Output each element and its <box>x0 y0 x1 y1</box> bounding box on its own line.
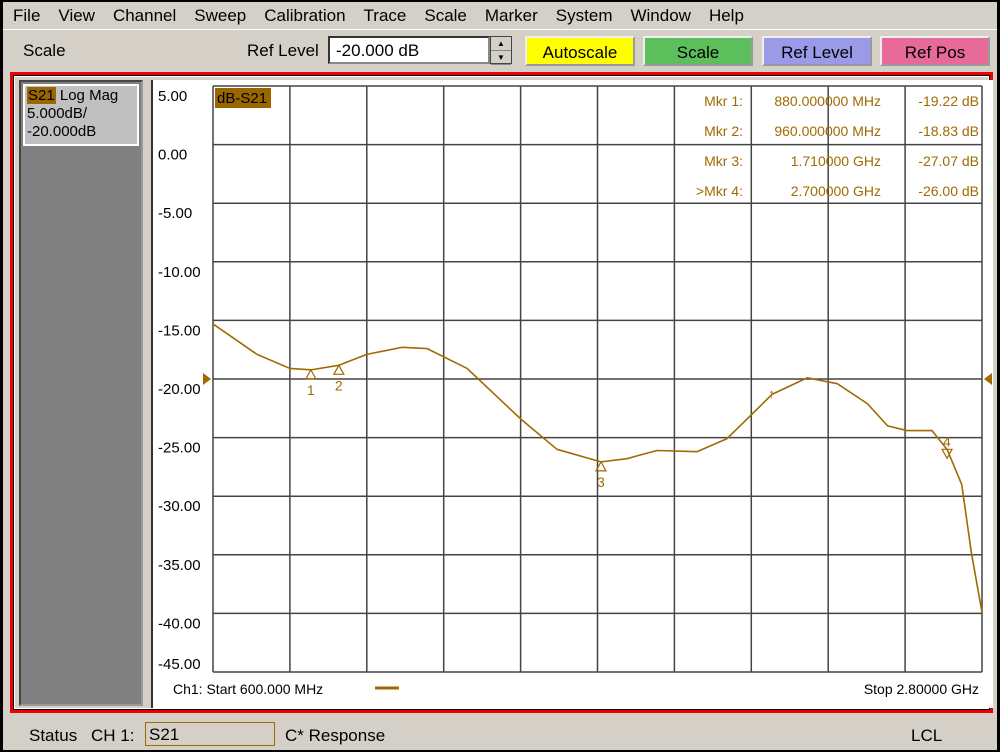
marker-readout-response: -19.22 dB <box>918 93 979 109</box>
status-mode: LCL <box>911 726 943 745</box>
marker-readout-stimulus: 880.000000 MHz <box>774 93 881 109</box>
menu-window[interactable]: Window <box>630 5 691 25</box>
channel-window: S21 Log Mag 5.000dB/ -20.000dB 5.00 0.00 -… <box>10 72 993 713</box>
marker-readout-label: >Mkr 4: <box>696 183 743 199</box>
status-param: S21 <box>145 722 275 746</box>
ref-level-label: Ref Level <box>247 41 319 60</box>
marker-readout-label: Mkr 2: <box>704 123 743 139</box>
sweep-start: Ch1: Start 600.000 MHz <box>173 681 323 697</box>
s21-trace <box>212 323 983 613</box>
sweep-stop: Stop 2.80000 GHz <box>864 681 979 697</box>
marker-triangle-icon <box>332 364 345 375</box>
menu-marker[interactable]: Marker <box>484 5 538 25</box>
ref-level-input[interactable]: -20.000 dB <box>328 36 490 64</box>
y-tick-label: -25.00 <box>158 440 201 457</box>
y-tick-label: -10.00 <box>158 264 201 281</box>
scale-button[interactable]: Scale <box>643 36 753 66</box>
autoscale-button[interactable]: Autoscale <box>525 36 635 66</box>
marker-readout-stimulus: 960.000000 MHz <box>774 123 881 139</box>
menu-sweep[interactable]: Sweep <box>194 5 247 25</box>
y-tick-label: 0.00 <box>158 147 187 164</box>
spin-down-icon[interactable]: ▼ <box>491 51 511 65</box>
y-tick-label: -30.00 <box>158 498 201 515</box>
trace-format: Log Mag <box>59 87 119 104</box>
ref-level-arrow-left-icon <box>203 373 211 385</box>
y-tick-label: -20.00 <box>158 381 201 398</box>
y-tick-label: -35.00 <box>158 557 201 574</box>
menu-calibration[interactable]: Calibration <box>264 5 346 25</box>
marker-triangle-icon <box>304 368 317 380</box>
menu-view[interactable]: View <box>58 5 95 25</box>
marker-readout-label: Mkr 1: <box>704 93 743 109</box>
marker-number: 2 <box>335 377 343 393</box>
marker-readout-response: -18.83 dB <box>918 123 979 139</box>
menu-trace[interactable]: Trace <box>363 5 407 25</box>
y-tick-label: -15.00 <box>158 322 201 339</box>
marker-triangle-icon <box>594 460 608 472</box>
y-tick-label: -40.00 <box>158 615 201 632</box>
menu-file[interactable]: File <box>13 5 41 25</box>
ref-pos-button[interactable]: Ref Pos <box>880 36 990 66</box>
marker-readout-response: -26.00 dB <box>918 183 979 199</box>
plot-area[interactable]: 5.00 0.00 -5.00 -10.00 -15.00 -20.00 -25.00 -30… <box>151 80 993 708</box>
marker-readout-stimulus: 1.710000 GHz <box>791 153 881 169</box>
menu-channel[interactable]: Channel <box>112 5 177 25</box>
y-tick-label: -45.00 <box>158 656 201 673</box>
marker-number: 1 <box>307 382 315 398</box>
marker-readout-stimulus: 2.700000 GHz <box>791 183 881 199</box>
s21-chart[interactable]: 5.00 0.00 -5.00 -10.00 -15.00 -20.00 -25.00 -30… <box>153 80 995 708</box>
marker-number: 3 <box>597 474 605 490</box>
ref-level-arrow-right-icon <box>984 373 992 385</box>
y-tick-label: -5.00 <box>158 205 192 222</box>
marker-triangle-icon <box>941 448 954 460</box>
trace-label: dB-S21 <box>217 90 267 107</box>
ref-level-spinner[interactable]: ▲ ▼ <box>490 36 512 65</box>
trace-scale: 5.000dB/ <box>27 105 88 122</box>
network-analyzer-window: File View Channel Sweep Calibration Trace Scal… <box>3 2 997 750</box>
marker-readout-label: Mkr 3: <box>704 153 743 169</box>
ref-level-button[interactable]: Ref Level <box>762 36 872 66</box>
cursor-arrow-icon: ↑ <box>768 386 775 401</box>
toolbar: Scale Ref Level -20.000 dB ▲ ▼ Autoscale … <box>3 32 997 70</box>
marker-number: 4 <box>943 433 951 449</box>
spin-up-icon[interactable]: ▲ <box>491 37 511 51</box>
menu-help[interactable]: Help <box>708 5 744 25</box>
trace-info[interactable]: S21 Log Mag 5.000dB/ -20.000dB <box>23 84 139 146</box>
status-label: Status <box>29 726 78 745</box>
menu-bar: File View Channel Sweep Calibration Trace Scal… <box>3 2 997 30</box>
marker-readout-response: -27.07 dB <box>918 153 979 169</box>
menu-system[interactable]: System <box>555 5 613 25</box>
trace-param: S21 <box>27 87 56 104</box>
menu-scale[interactable]: Scale <box>424 5 467 25</box>
trace-label-bg <box>215 88 271 108</box>
trace-panel: S21 Log Mag 5.000dB/ -20.000dB <box>19 80 143 706</box>
trace-ref: -20.000dB <box>27 123 97 140</box>
status-cal: C* Response <box>285 726 386 745</box>
toolbar-title: Scale <box>23 41 66 60</box>
status-bar: Status CH 1: S21 C* Response LCL <box>3 718 997 750</box>
y-tick-label: 5.00 <box>158 88 187 105</box>
status-channel: CH 1: <box>91 726 135 745</box>
